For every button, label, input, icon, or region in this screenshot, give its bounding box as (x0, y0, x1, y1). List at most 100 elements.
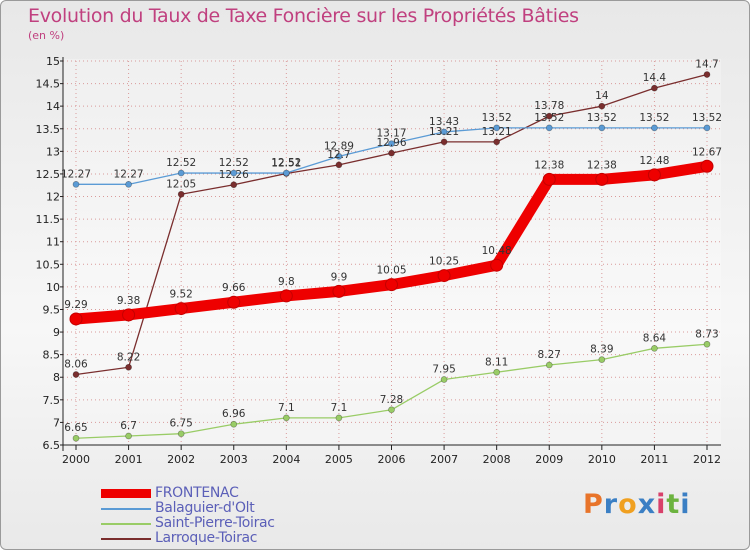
x-tick-label: 2002 (167, 453, 195, 466)
data-label: 13.43 (429, 116, 459, 128)
data-label: 7.95 (432, 363, 455, 375)
data-label: 9.66 (222, 282, 246, 294)
data-label: 6.65 (64, 422, 87, 434)
data-point (651, 84, 658, 92)
y-tick-label: 13.5 (36, 123, 61, 136)
y-tick-label: 10 (46, 281, 60, 294)
x-tick-label: 2005 (325, 453, 353, 466)
data-label: 8.39 (590, 344, 613, 356)
logo-letter: i (656, 489, 667, 520)
x-tick-label: 2010 (588, 453, 616, 466)
data-label: 12.89 (324, 140, 354, 152)
logo-letter: x (637, 489, 657, 520)
y-tick-label: 8.5 (43, 349, 61, 362)
plot-area (63, 59, 721, 445)
data-point (125, 363, 132, 371)
data-point (647, 168, 661, 182)
data-label: 13.52 (692, 112, 722, 124)
logo-letter: P (583, 489, 604, 520)
data-label: 10.05 (376, 265, 406, 277)
data-label: 12.27 (61, 168, 91, 180)
y-tick-label: 14.5 (36, 78, 61, 91)
data-label: 13.52 (639, 112, 669, 124)
data-label: 13.52 (587, 112, 617, 124)
data-label: 13.52 (534, 112, 564, 124)
y-tick-label: 12 (46, 191, 60, 204)
data-label: 12.52 (219, 157, 249, 169)
y-tick-label: 15 (46, 55, 60, 68)
data-label: 7.1 (331, 402, 348, 414)
data-point (72, 180, 80, 188)
logo-letter: i (680, 489, 691, 520)
data-label: 12.67 (692, 146, 722, 158)
data-point (440, 376, 448, 383)
data-point (385, 278, 398, 292)
y-tick-label: 9.5 (43, 303, 61, 316)
chart-title: Evolution du Taux de Taxe Foncière sur l… (28, 5, 579, 27)
data-label: 6.75 (169, 418, 192, 430)
legend-swatch-saint-pierre (101, 523, 151, 525)
data-point (335, 152, 343, 160)
data-point (125, 180, 132, 188)
data-label: 8.06 (64, 359, 88, 371)
data-label: 8.27 (538, 349, 561, 361)
data-label: 14.7 (695, 59, 718, 71)
data-label: 9.9 (331, 271, 348, 283)
data-point (125, 432, 132, 440)
data-label: 8.22 (117, 351, 140, 363)
data-point (122, 308, 136, 322)
x-tick-label: 2004 (272, 453, 300, 466)
data-point (177, 169, 185, 177)
y-tick-label: 8 (53, 371, 60, 384)
data-point (282, 169, 290, 177)
data-label: 14 (595, 90, 609, 102)
data-label: 9.38 (117, 295, 140, 307)
legend-label: Larroque-Toirac (155, 530, 258, 546)
data-point (437, 269, 451, 283)
data-label: 12.38 (587, 159, 617, 171)
data-label: 12.52 (166, 157, 196, 169)
data-point (703, 124, 711, 132)
data-point (493, 124, 501, 132)
data-point (595, 172, 609, 186)
logo-letter: r (603, 489, 619, 520)
data-point (177, 430, 185, 438)
data-label: 14.4 (643, 72, 667, 84)
x-tick-label: 2006 (378, 453, 406, 466)
legend-label: FRONTENAC (155, 485, 239, 501)
y-unit-label: (en %) (28, 29, 65, 42)
data-label: 7.28 (380, 394, 403, 406)
data-point (335, 161, 343, 169)
data-point (72, 371, 80, 378)
data-point (230, 181, 238, 189)
data-label: 12.51 (271, 157, 301, 169)
data-point (598, 102, 606, 110)
data-point (598, 124, 606, 132)
data-point (493, 368, 501, 376)
data-point (177, 190, 185, 198)
data-point (388, 406, 395, 414)
data-point (72, 434, 80, 442)
y-tick-label: 12.5 (36, 168, 61, 181)
data-point (545, 124, 553, 132)
x-tick-label: 2012 (693, 453, 721, 466)
x-tick-label: 2003 (220, 453, 248, 466)
x-tick-label: 2008 (483, 453, 511, 466)
legend-swatch-balaguier (101, 508, 151, 510)
y-tick-label: 10.5 (36, 258, 61, 271)
y-tick-label: 11 (46, 236, 60, 249)
legend-swatch-frontenac (101, 489, 151, 498)
data-label: 12.7 (327, 149, 350, 161)
y-tick-label: 14 (46, 100, 60, 113)
data-point (651, 344, 658, 352)
x-tick-label: 2001 (115, 453, 143, 466)
data-point (598, 356, 606, 363)
data-point (388, 149, 395, 157)
data-point (545, 112, 553, 120)
data-point (440, 138, 448, 146)
x-tick-label: 2011 (640, 453, 668, 466)
data-label: 12.38 (534, 159, 564, 171)
logo-letter: t (666, 489, 681, 520)
data-label: 8.73 (695, 328, 718, 340)
data-label: 6.7 (120, 420, 137, 432)
